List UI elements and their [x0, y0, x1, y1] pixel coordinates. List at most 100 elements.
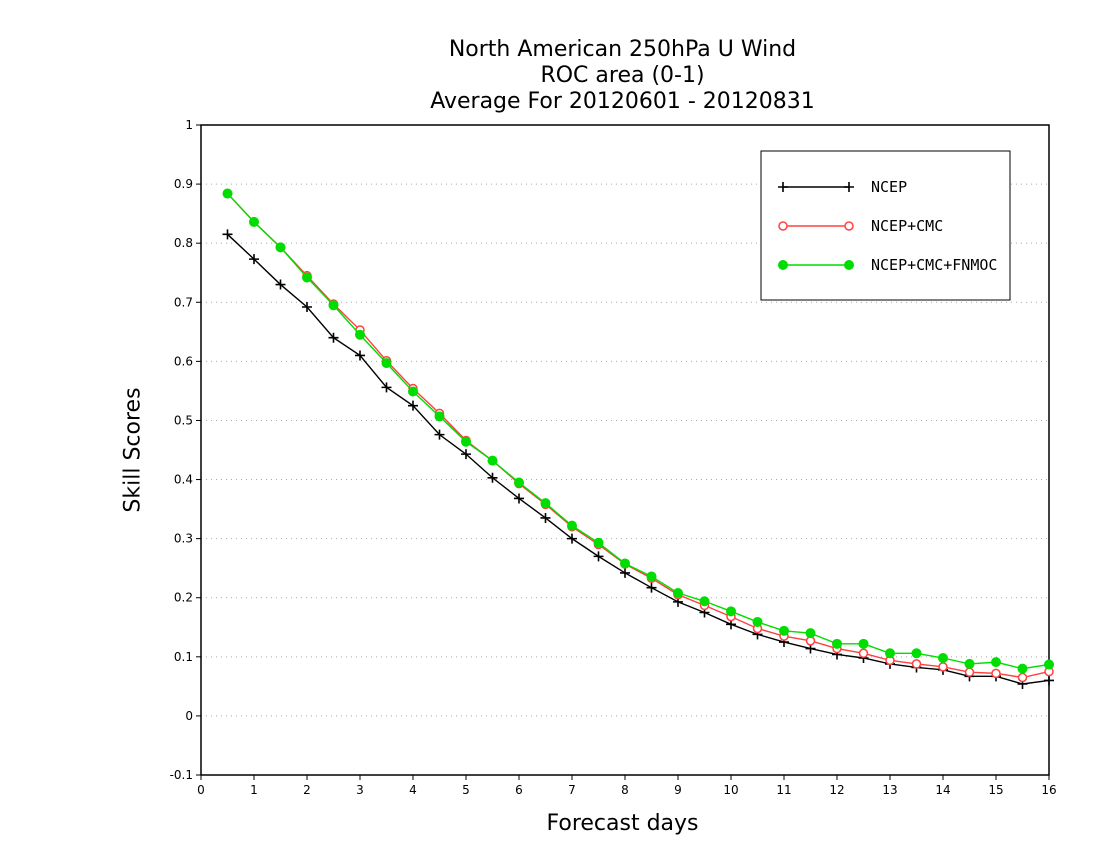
data-point-ncep-cmc-fnmoc [620, 558, 630, 569]
x-tick-label: 5 [462, 783, 470, 797]
legend-label-ncep-cmc: NCEP+CMC [871, 217, 943, 235]
data-point-ncep-cmc-fnmoc [832, 638, 842, 649]
data-point-ncep-cmc-fnmoc [726, 606, 736, 617]
x-tick-label: 1 [250, 783, 258, 797]
data-point-ncep-cmc-fnmoc [514, 477, 524, 488]
data-point-ncep-cmc-fnmoc [355, 329, 365, 340]
y-axis-title: Skill Scores [120, 387, 146, 513]
y-tick-label: 0.5 [174, 413, 193, 427]
series-ncep-cmc-fnmoc [222, 188, 1054, 674]
data-point-ncep-cmc-fnmoc [911, 648, 922, 659]
data-point-ncep-cmc-fnmoc [938, 653, 948, 663]
x-tick-label: 14 [935, 783, 950, 797]
series-group [222, 188, 1054, 689]
chart-title-line-3: Average For 20120601 - 20120831 [430, 89, 815, 114]
data-point-ncep-cmc-fnmoc [858, 638, 869, 649]
data-point-ncep-cmc-fnmoc [779, 625, 789, 636]
data-point-ncep-cmc-fnmoc [567, 520, 577, 531]
data-point-ncep-cmc-fnmoc [328, 300, 339, 311]
data-point-ncep [381, 382, 392, 393]
data-point-ncep [328, 332, 339, 343]
data-point-ncep-cmc [911, 659, 922, 669]
data-point-ncep [434, 429, 445, 440]
data-point-ncep-cmc-fnmoc [434, 411, 445, 422]
data-point-ncep-cmc-fnmoc [408, 386, 418, 397]
data-point-ncep-cmc-fnmoc [1044, 659, 1054, 670]
x-tick-label: 16 [1041, 783, 1056, 797]
x-tick-label: 0 [197, 783, 205, 797]
data-point-ncep [593, 551, 604, 562]
legend-label-ncep-cmc-fnmoc: NCEP+CMC+FNMOC [871, 256, 997, 274]
data-point-ncep-cmc [964, 667, 975, 677]
data-point-ncep [1044, 675, 1054, 686]
data-point-ncep [249, 254, 259, 265]
y-tick-label: 0.8 [174, 236, 193, 250]
x-tick-label: 3 [356, 783, 364, 797]
legend-marker-ncep-cmc-fnmoc [778, 260, 788, 270]
y-tick-label: -0.1 [170, 768, 193, 782]
y-tick-label: 0.7 [174, 295, 193, 309]
data-point-ncep [302, 302, 312, 312]
axes: -0.100.10.20.30.40.50.60.70.80.910 1 2 3 4 5 6… [170, 118, 1057, 797]
data-point-ncep-cmc-fnmoc [381, 358, 392, 369]
x-tick-label: 13 [882, 783, 897, 797]
y-tick-label: 0.9 [174, 177, 193, 191]
data-point-ncep [646, 582, 657, 593]
x-tick-label: 12 [829, 783, 844, 797]
data-point-ncep [461, 449, 471, 460]
data-point-ncep-cmc-fnmoc [673, 588, 683, 598]
data-point-ncep-cmc-fnmoc [991, 657, 1001, 668]
data-point-ncep [620, 567, 630, 578]
y-tick-label: 1 [185, 118, 193, 132]
data-point-ncep-cmc-fnmoc [964, 658, 975, 669]
data-point-ncep [408, 400, 418, 411]
data-point-ncep-cmc-fnmoc [752, 616, 763, 627]
legend-marker-ncep-cmc-fnmoc [844, 260, 854, 270]
legend-marker-ncep [778, 182, 788, 192]
data-point-ncep [355, 350, 365, 361]
y-tick-label: 0.6 [174, 354, 193, 368]
data-point-ncep [540, 512, 551, 523]
x-tick-label: 4 [409, 783, 417, 797]
x-tick-label: 9 [674, 783, 682, 797]
legend-marker-ncep [844, 182, 854, 192]
data-point-ncep-cmc-fnmoc [646, 571, 657, 582]
y-tick-label: 0.2 [174, 591, 193, 605]
x-tick-label: 2 [303, 783, 311, 797]
plot-frame [200, 124, 1050, 776]
x-tick-label: 15 [988, 783, 1003, 797]
data-point-ncep-cmc-fnmoc [275, 242, 286, 253]
legend: NCEP NCEP+CMC NCEP+CMC+FNMOC [760, 150, 1011, 301]
legend-label-ncep: NCEP [871, 178, 907, 196]
x-tick-label: 7 [568, 783, 576, 797]
y-tick-label: 0 [185, 709, 193, 723]
data-point-ncep-cmc [991, 668, 1001, 679]
legend-marker-ncep-cmc [844, 221, 854, 231]
x-tick-label: 6 [515, 783, 523, 797]
y-tick-label: 0.4 [174, 473, 193, 487]
data-point-ncep-cmc [858, 648, 869, 659]
data-point-ncep [487, 472, 498, 483]
data-point-ncep-cmc-fnmoc [249, 216, 259, 227]
data-point-ncep-cmc-fnmoc [222, 188, 233, 199]
chart-title-line-1: North American 250hPa U Wind [448, 37, 797, 62]
legend-marker-ncep-cmc [778, 221, 788, 231]
data-point-ncep [514, 493, 524, 504]
data-point-ncep-cmc-fnmoc [540, 498, 551, 509]
data-point-ncep-cmc [1017, 672, 1028, 683]
x-tick-label: 10 [723, 783, 738, 797]
data-point-ncep [222, 229, 233, 240]
y-tick-label: 0.3 [174, 532, 193, 546]
data-point-ncep [567, 533, 577, 544]
data-point-ncep-cmc-fnmoc [699, 596, 710, 607]
x-tick-label: 8 [621, 783, 629, 797]
data-point-ncep-cmc-fnmoc [487, 455, 498, 466]
y-tick-label: 0.1 [174, 650, 193, 664]
x-axis-title: Forecast days [546, 811, 699, 836]
data-point-ncep [275, 279, 286, 290]
data-point-ncep-cmc-fnmoc [1017, 663, 1028, 674]
series-line-ncep [227, 233, 1050, 685]
data-point-ncep-cmc-fnmoc [593, 537, 604, 548]
chart-title-line-2: ROC area (0-1) [540, 63, 705, 88]
